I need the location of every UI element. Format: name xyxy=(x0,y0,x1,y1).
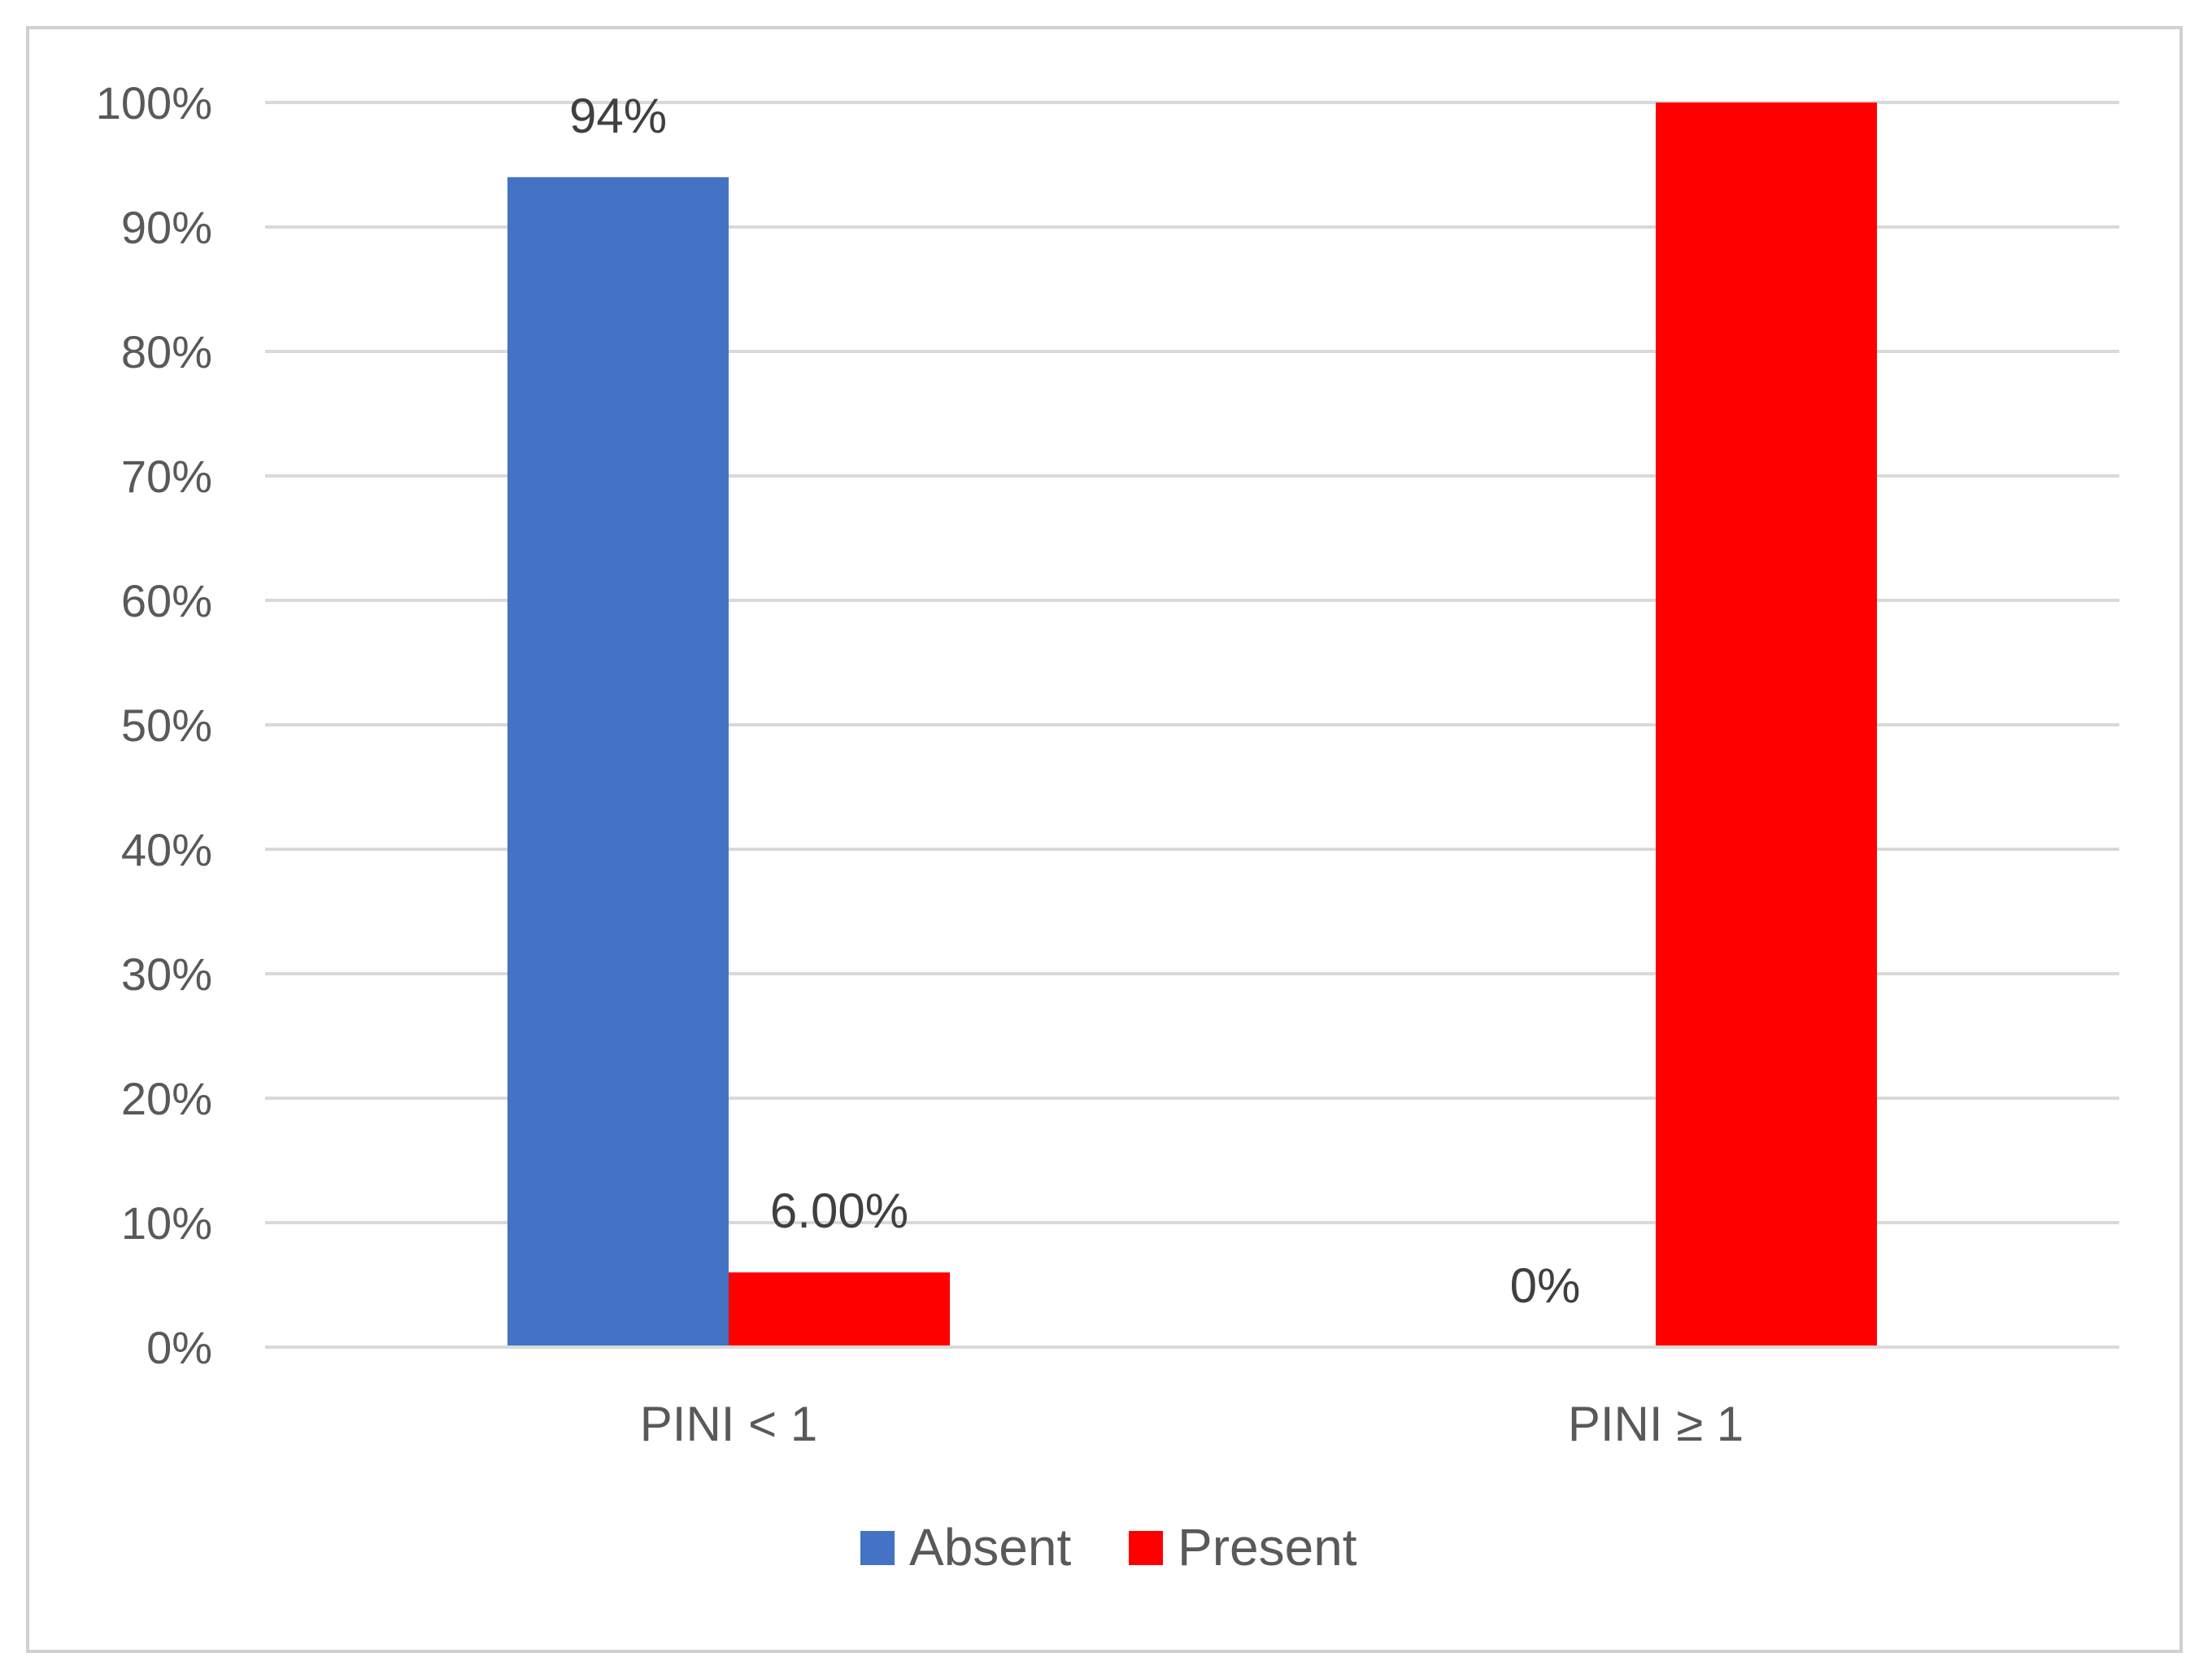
bar-present-1 xyxy=(729,1272,950,1347)
y-tick-label: 90% xyxy=(121,202,212,253)
y-tick-label: 30% xyxy=(121,949,212,1000)
legend-swatch-present xyxy=(1129,1531,1163,1565)
x-category-label: PINI ≥ 1 xyxy=(1568,1397,1744,1451)
y-tick-label: 100% xyxy=(96,77,212,129)
y-tick-label: 80% xyxy=(121,326,212,377)
y-axis: 0% 10% 20% 30% 40% 50% 60% 70% 80% 90% 100% xyxy=(96,77,212,1373)
y-tick-label: 70% xyxy=(121,451,212,502)
y-tick-label: 50% xyxy=(121,700,212,751)
legend-label-present: Present xyxy=(1178,1518,1357,1577)
y-tick-label: 0% xyxy=(146,1322,212,1373)
y-tick-label: 40% xyxy=(121,824,212,875)
bar-absent-1 xyxy=(507,177,729,1347)
data-labels: 94% 6.00% 0% xyxy=(569,89,1580,1313)
y-tick-label: 10% xyxy=(121,1197,212,1249)
legend-swatch-absent xyxy=(860,1531,895,1565)
data-label-absent-1: 94% xyxy=(569,89,667,143)
x-axis: PINI < 1 PINI ≥ 1 xyxy=(265,1345,2119,1451)
data-label-absent-2: 0% xyxy=(1510,1258,1581,1313)
bar-present-2 xyxy=(1656,102,1877,1347)
bar-chart: 0% 10% 20% 30% 40% 50% 60% 70% 80% 90% 100% 94% 6.0… xyxy=(96,77,2119,1577)
y-tick-label: 60% xyxy=(121,575,212,626)
bars xyxy=(507,102,1877,1347)
legend-label-absent: Absent xyxy=(909,1518,1071,1577)
data-label-present-1: 6.00% xyxy=(770,1184,908,1238)
x-category-label: PINI < 1 xyxy=(640,1397,817,1451)
y-tick-label: 20% xyxy=(121,1073,212,1124)
legend: Absent Present xyxy=(860,1518,1357,1577)
chart-frame: 0% 10% 20% 30% 40% 50% 60% 70% 80% 90% 100% 94% 6.0… xyxy=(26,26,2183,1653)
